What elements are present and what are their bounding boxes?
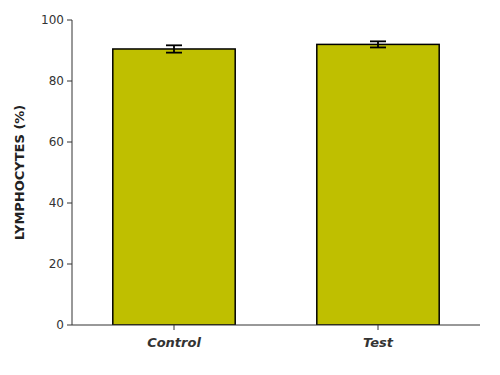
y-axis-line	[72, 20, 73, 325]
chart-container: 0 20 40 60 80 100 Control Test LYMPHOCYTES (%)	[0, 0, 500, 375]
y-tick	[67, 20, 72, 21]
bar	[317, 44, 439, 325]
x-axis-line	[72, 325, 480, 326]
y-tick-label: 40	[49, 196, 64, 210]
x-tick	[174, 325, 175, 330]
error-bar	[166, 45, 182, 52]
y-tick	[67, 81, 72, 82]
y-tick	[67, 142, 72, 143]
y-tick-label: 80	[49, 74, 64, 88]
y-tick-label: 20	[49, 257, 64, 271]
error-bar	[370, 41, 386, 47]
x-tick	[378, 325, 379, 330]
y-tick	[67, 264, 72, 265]
y-tick-label: 0	[56, 318, 64, 332]
y-axis-label: LYMPHOCYTES (%)	[12, 105, 27, 241]
chart-svg: 0 20 40 60 80 100 Control Test LYMPHOCYTES (%)	[0, 0, 500, 375]
y-tick-label: 100	[41, 13, 64, 27]
bar	[113, 49, 235, 325]
y-tick	[67, 203, 72, 204]
axes: 0 20 40 60 80 100 Control Test	[41, 13, 480, 351]
x-tick-label: Control	[147, 335, 201, 350]
plot-area	[113, 41, 439, 325]
x-tick-label: Test	[363, 335, 394, 350]
y-tick	[67, 325, 72, 326]
y-tick-label: 60	[49, 135, 64, 149]
